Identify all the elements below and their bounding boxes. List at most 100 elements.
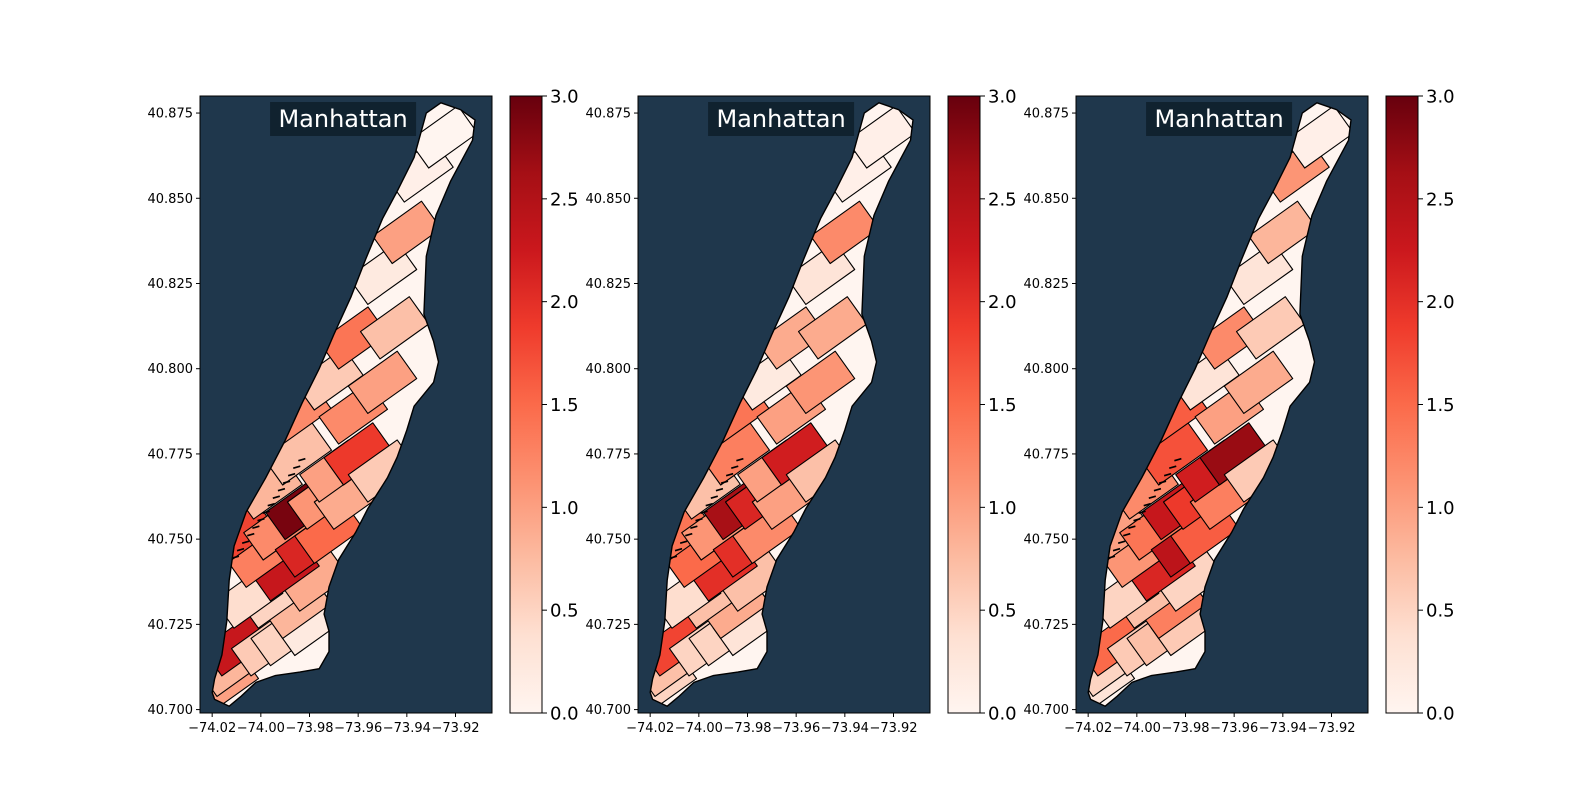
axes-frame [637, 95, 931, 714]
y-tick-label: 40.700 [148, 703, 194, 718]
colorbar-tick-label: 1.0 [550, 498, 579, 519]
x-tick-label: −74.00 [1113, 721, 1161, 736]
x-tick-label: −73.92 [431, 721, 479, 736]
map-title-text: Manhattan [1154, 105, 1283, 133]
y-tick-label: 40.850 [1024, 192, 1070, 207]
colorbar-tick-label: 2.0 [550, 292, 579, 313]
y-tick-label: 40.800 [148, 362, 194, 377]
piers [231, 457, 306, 559]
map-panel-1: Manhattan40.70040.72540.75040.77540.8004… [148, 87, 579, 737]
map-title-text: Manhattan [278, 105, 407, 133]
colorbar-tick-label: 3.0 [1426, 87, 1455, 108]
map-panel-2: Manhattan40.70040.72540.75040.77540.8004… [586, 87, 1017, 737]
axes-frame [199, 95, 493, 714]
x-axis: −74.02 −74.00 −73.98 −73.96 −73.94 −73.92 [188, 713, 480, 736]
y-tick-label: 40.775 [1024, 447, 1070, 462]
colorbar-tick-label: 1.0 [988, 498, 1017, 519]
x-tick-label: −74.02 [1064, 721, 1112, 736]
x-tick-label: −73.98 [723, 721, 771, 736]
zones [1088, 105, 1351, 707]
x-tick-label: −73.92 [1307, 721, 1355, 736]
colorbar-gradient [947, 95, 981, 714]
y-axis: 40.700 40.725 40.750 40.775 40.800 40.825 40.8… [1024, 107, 1076, 718]
y-tick-label: 40.750 [1024, 533, 1070, 548]
zone-28 [1223, 350, 1294, 414]
y-tick-label: 40.700 [1024, 703, 1070, 718]
x-tick-label: −73.94 [821, 721, 869, 736]
colorbar-tick-label: 0.5 [988, 601, 1017, 622]
colorbar-tick-label: 0.0 [988, 704, 1017, 725]
x-tick-label: −73.92 [869, 721, 917, 736]
y-tick-label: 40.800 [586, 362, 632, 377]
colorbar-tick-label: 0.5 [550, 601, 579, 622]
x-tick-label: −73.96 [334, 721, 382, 736]
y-tick-label: 40.750 [148, 533, 194, 548]
x-tick-label: −74.00 [237, 721, 285, 736]
island-outline [649, 102, 914, 708]
y-tick-label: 40.850 [148, 192, 194, 207]
colorbar-tick-label: 1.5 [550, 395, 579, 416]
colorbar-tick-label: 2.0 [1426, 292, 1455, 313]
piers [669, 457, 744, 559]
y-axis: 40.700 40.725 40.750 40.775 40.800 40.825 40.8… [586, 107, 638, 718]
colorbar-tick-label: 0.0 [550, 704, 579, 725]
map-title-box [270, 102, 417, 136]
colorbar-tick-label: 0.5 [1426, 601, 1455, 622]
x-axis: −74.02 −74.00 −73.98 −73.96 −73.94 −73.92 [1064, 713, 1356, 736]
y-tick-label: 40.725 [148, 618, 194, 633]
map-title-text: Manhattan [716, 105, 845, 133]
colorbar: 0.0 0.5 1.0 1.5 2.0 2.5 3.0 [1385, 87, 1455, 725]
colorbar-gradient [509, 95, 543, 714]
y-tick-label: 40.825 [1024, 277, 1070, 292]
zone-34 [846, 105, 913, 169]
colorbar-tick-label: 3.0 [550, 87, 579, 108]
island-outline [211, 102, 476, 708]
colorbar-tick-label: 2.5 [1426, 189, 1455, 210]
piers [1107, 457, 1182, 559]
zone-28 [785, 350, 856, 414]
y-tick-label: 40.750 [586, 533, 632, 548]
y-tick-label: 40.850 [586, 192, 632, 207]
y-axis: 40.700 40.725 40.750 40.775 40.800 40.825 40.8… [148, 107, 200, 718]
x-tick-label: −73.96 [772, 721, 820, 736]
zone-34 [1284, 105, 1351, 169]
colorbar-tick-label: 0.0 [1426, 704, 1455, 725]
x-tick-label: −73.96 [1210, 721, 1258, 736]
colorbar: 0.0 0.5 1.0 1.5 2.0 2.5 3.0 [509, 87, 579, 725]
x-axis: −74.02 −74.00 −73.98 −73.96 −73.94 −73.92 [626, 713, 918, 736]
x-tick-label: −74.02 [626, 721, 674, 736]
zone-34 [408, 105, 475, 169]
colorbar-tick-label: 1.5 [988, 395, 1017, 416]
colorbar: 0.0 0.5 1.0 1.5 2.0 2.5 3.0 [947, 87, 1017, 725]
colorbar-tick-label: 3.0 [988, 87, 1017, 108]
y-tick-label: 40.775 [586, 447, 632, 462]
map-title-box [708, 102, 855, 136]
map-title: Manhattan [708, 102, 855, 136]
y-tick-label: 40.775 [148, 447, 194, 462]
zone-28 [347, 350, 418, 414]
y-tick-label: 40.875 [586, 107, 632, 122]
colorbar-tick-label: 2.0 [988, 292, 1017, 313]
colorbar-tick-label: 2.5 [988, 189, 1017, 210]
x-tick-label: −73.98 [285, 721, 333, 736]
y-tick-label: 40.875 [148, 107, 194, 122]
zones [650, 105, 913, 707]
x-tick-label: −73.98 [1161, 721, 1209, 736]
island-outline [1087, 102, 1352, 708]
x-tick-label: −74.00 [675, 721, 723, 736]
map-title: Manhattan [1146, 102, 1293, 136]
x-tick-label: −73.94 [1259, 721, 1307, 736]
x-tick-label: −74.02 [188, 721, 236, 736]
colorbar-tick-label: 2.5 [550, 189, 579, 210]
colorbar-tick-label: 1.5 [1426, 395, 1455, 416]
y-tick-label: 40.725 [586, 618, 632, 633]
map-panel-3: Manhattan40.70040.72540.75040.77540.8004… [1024, 87, 1455, 737]
map-title-box [1146, 102, 1293, 136]
axes-frame [1075, 95, 1369, 714]
colorbar-gradient [1385, 95, 1419, 714]
map-title: Manhattan [270, 102, 417, 136]
colorbar-tick-label: 1.0 [1426, 498, 1455, 519]
y-tick-label: 40.825 [586, 277, 632, 292]
y-tick-label: 40.825 [148, 277, 194, 292]
